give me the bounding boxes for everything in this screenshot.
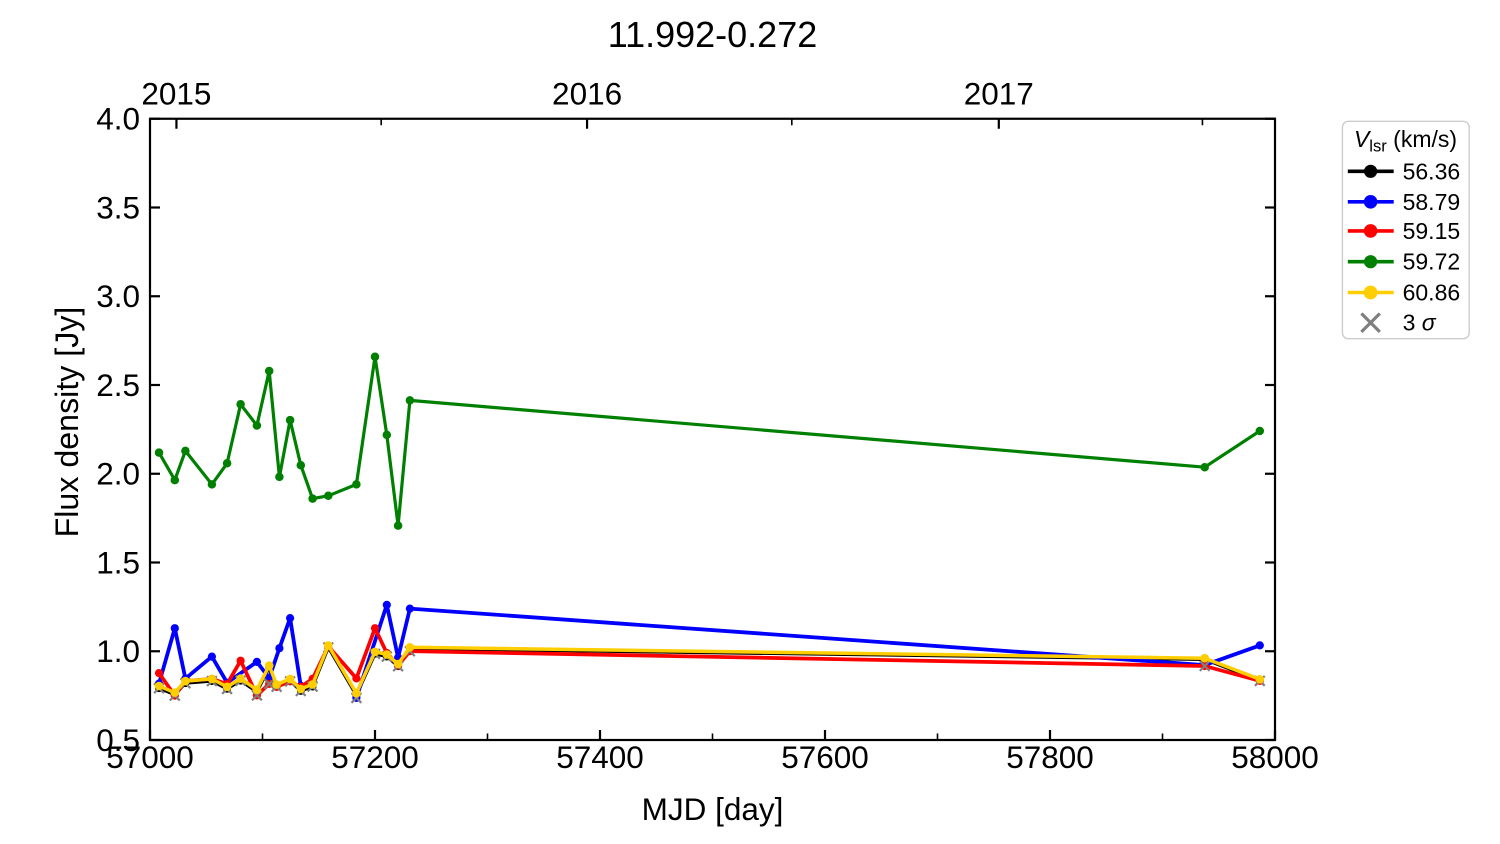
svg-text:57000: 57000 (106, 739, 194, 775)
svg-text:56.36: 56.36 (1403, 158, 1461, 184)
svg-text:57400: 57400 (556, 739, 644, 775)
svg-text:59.15: 59.15 (1403, 218, 1461, 244)
svg-text:11.992-0.272: 11.992-0.272 (608, 14, 818, 55)
svg-text:58000: 58000 (1231, 739, 1319, 775)
svg-text:57600: 57600 (781, 739, 869, 775)
svg-text:2.0: 2.0 (96, 456, 140, 492)
svg-text:58.79: 58.79 (1403, 189, 1461, 215)
svg-text:3.0: 3.0 (96, 278, 140, 314)
svg-text:2016: 2016 (552, 76, 622, 112)
svg-text:1.5: 1.5 (96, 544, 140, 580)
svg-text:57200: 57200 (331, 739, 419, 775)
svg-text:2015: 2015 (141, 76, 211, 112)
svg-text:57800: 57800 (1006, 739, 1094, 775)
svg-text:0.5: 0.5 (96, 722, 140, 758)
svg-text:59.72: 59.72 (1403, 249, 1461, 275)
svg-text:60.86: 60.86 (1403, 280, 1461, 306)
svg-text:3 σ: 3 σ (1403, 310, 1437, 336)
svg-text:2017: 2017 (964, 76, 1034, 112)
svg-text:Vlsr (km/s): Vlsr (km/s) (1354, 126, 1457, 156)
svg-text:Flux density [Jy]: Flux density [Jy] (49, 307, 85, 538)
svg-text:4.0: 4.0 (96, 101, 140, 137)
svg-text:MJD [day]: MJD [day] (642, 791, 784, 827)
svg-text:1.0: 1.0 (96, 633, 140, 669)
svg-text:3.5: 3.5 (96, 189, 140, 225)
svg-text:2.5: 2.5 (96, 367, 140, 403)
